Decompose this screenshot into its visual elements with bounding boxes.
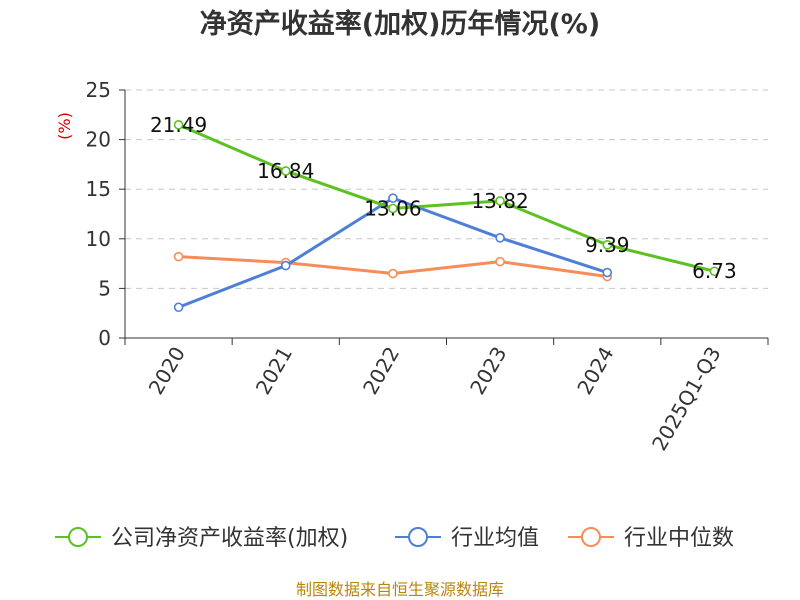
y-axis-ticks: 0 5 10 15 20 25 [86, 78, 111, 350]
gridlines [125, 89, 768, 289]
x-tick-label: 2022 [358, 343, 404, 399]
series-1 [173, 193, 613, 313]
y-tick-label: 0 [98, 326, 111, 350]
y-tick-label: 10 [86, 227, 111, 251]
legend-item: 行业均值 [395, 526, 539, 551]
y-tick-label: 20 [86, 128, 111, 152]
legend-item: 行业中位数 [568, 526, 734, 551]
legend-marker-icon [408, 527, 428, 547]
y-tick-label: 5 [98, 276, 111, 300]
data-point [388, 203, 398, 214]
source-note: 制图数据来自恒生聚源数据库 [296, 580, 504, 599]
legend-label: 行业均值 [451, 526, 539, 551]
chart-title: 净资产收益率(加权)历年情况(%) [200, 8, 600, 40]
legend-label: 行业中位数 [624, 526, 734, 551]
data-label: 13.82 [471, 189, 528, 213]
y-tick-label: 25 [86, 78, 111, 102]
x-axis-ticks: 2020 2021 2022 2023 2024 2025Q1-Q3 [144, 343, 726, 455]
x-tick-label: 2024 [572, 343, 618, 399]
series-2 [173, 251, 613, 282]
data-point [602, 267, 613, 278]
data-label: 16.84 [257, 159, 314, 183]
data-point [280, 166, 291, 176]
data-label: 21.49 [150, 113, 207, 137]
x-tick-label: 2023 [465, 343, 511, 399]
data-label: 9.39 [585, 233, 630, 257]
data-point [495, 196, 505, 206]
legend-item: 公司净资产收益率(加权) [55, 526, 348, 551]
data-point [709, 266, 720, 277]
data-point [173, 120, 184, 130]
legend: 公司净资产收益率(加权) 行业均值 行业中位数 [55, 526, 734, 551]
legend-label: 公司净资产收益率(加权) [111, 526, 348, 551]
series-lines [173, 120, 720, 313]
data-point [173, 302, 184, 313]
x-tick-label: 2020 [144, 343, 190, 399]
series-0 [173, 120, 720, 277]
data-point [280, 260, 291, 271]
series-line [177, 123, 715, 273]
y-axis-unit: (%) [55, 112, 74, 140]
data-point [173, 251, 184, 262]
data-label: 6.73 [692, 259, 737, 283]
data-point [388, 268, 398, 279]
data-labels: 21.49 16.84 13.06 13.82 9.39 6.73 [150, 113, 737, 283]
legend-marker-icon [68, 527, 88, 547]
axes [119, 89, 769, 345]
data-label: 13.06 [364, 196, 421, 220]
data-point [602, 240, 613, 250]
x-tick-label: 2025Q1-Q3 [647, 343, 726, 455]
data-point [495, 256, 505, 267]
y-tick-label: 15 [86, 177, 111, 201]
x-tick-label: 2021 [251, 343, 297, 399]
data-point [495, 233, 505, 243]
data-point [388, 193, 398, 203]
legend-marker-icon [581, 527, 601, 547]
